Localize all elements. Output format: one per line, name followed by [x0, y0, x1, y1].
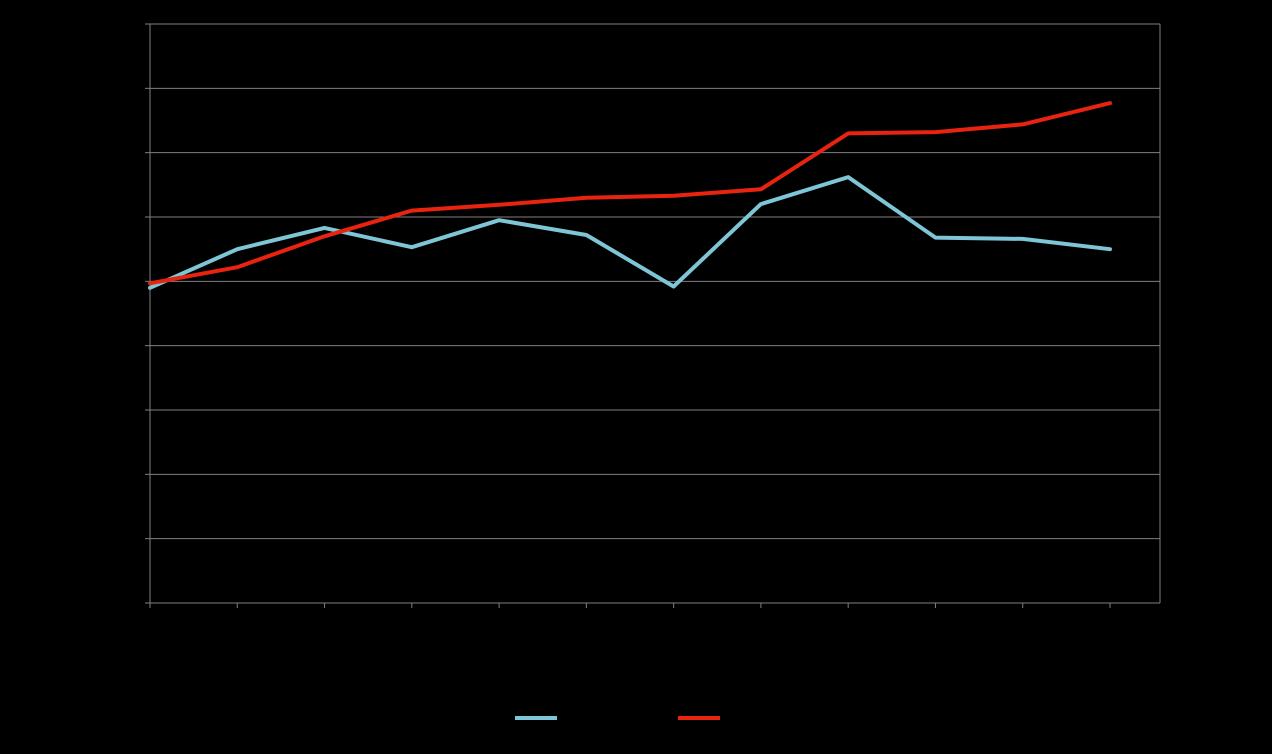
gridlines: [145, 23, 1160, 540]
series-lines: [148, 101, 1112, 290]
axes: [145, 24, 1161, 608]
series-line-2: [148, 101, 1112, 286]
series-line-1: [148, 175, 1112, 290]
